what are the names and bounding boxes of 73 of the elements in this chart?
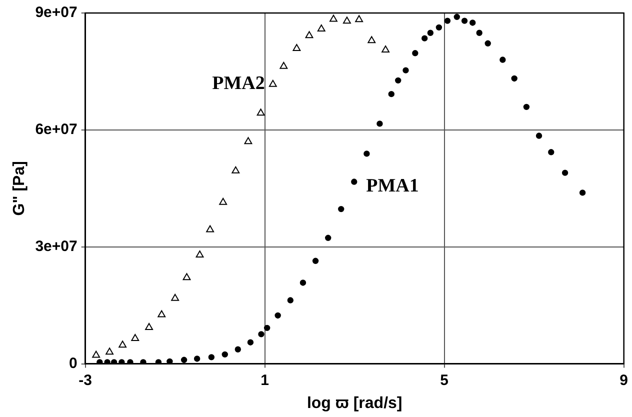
point <box>247 339 254 346</box>
y-axis-title: G" [Pa] <box>11 161 28 216</box>
point <box>421 35 428 42</box>
point <box>300 280 306 286</box>
point <box>206 225 214 232</box>
point <box>131 334 140 341</box>
point <box>234 346 242 352</box>
point <box>287 297 294 304</box>
series-label: PMA2 <box>212 73 265 94</box>
x-tick-label: 5 <box>440 372 448 389</box>
point <box>182 273 191 280</box>
point <box>454 14 460 20</box>
point <box>145 323 154 330</box>
point <box>196 250 204 258</box>
point <box>92 350 100 358</box>
point <box>511 75 518 82</box>
point <box>325 234 332 241</box>
point <box>158 310 166 318</box>
x-tick-label: 1 <box>260 372 269 389</box>
point <box>317 24 326 32</box>
point <box>338 206 344 212</box>
point <box>364 150 370 157</box>
point <box>484 40 491 47</box>
y-tick-label: 9e+07 <box>35 4 78 22</box>
point <box>268 80 277 87</box>
y-tick-label: 0 <box>68 354 78 372</box>
point <box>232 166 240 174</box>
x-tick-label: 9 <box>620 372 628 389</box>
point <box>280 62 288 69</box>
point <box>412 50 418 56</box>
point <box>444 18 451 24</box>
point <box>256 108 265 116</box>
point <box>476 30 482 36</box>
point <box>382 46 390 53</box>
point <box>523 104 530 110</box>
point <box>219 198 228 205</box>
point <box>208 354 215 360</box>
point <box>368 36 376 44</box>
point <box>106 348 114 355</box>
x-axis-title: log ϖ [rad/s] <box>306 394 402 412</box>
point <box>292 44 301 51</box>
point <box>376 120 383 127</box>
point <box>274 312 281 319</box>
point <box>118 340 127 348</box>
point <box>427 30 434 36</box>
y-tick-label: 3e+07 <box>35 238 78 256</box>
point <box>470 20 476 26</box>
point <box>355 15 364 22</box>
point <box>244 137 252 144</box>
point <box>402 67 409 74</box>
point <box>579 190 586 196</box>
point <box>180 356 188 363</box>
series-label: PMA1 <box>366 176 419 197</box>
point <box>342 16 351 24</box>
point <box>171 294 180 301</box>
point <box>194 356 200 362</box>
point <box>305 31 314 38</box>
point <box>258 331 264 338</box>
point <box>222 351 228 358</box>
point <box>562 170 568 176</box>
point <box>388 90 394 98</box>
point <box>312 258 319 264</box>
point <box>500 56 506 63</box>
point <box>436 24 442 31</box>
point <box>264 324 270 332</box>
y-tick-label: 6e+07 <box>35 121 78 138</box>
point <box>351 178 358 185</box>
point <box>536 132 542 139</box>
x-tick-label: -3 <box>78 372 92 389</box>
point <box>330 14 338 22</box>
point <box>395 77 402 84</box>
point <box>548 149 554 156</box>
point <box>461 18 468 24</box>
